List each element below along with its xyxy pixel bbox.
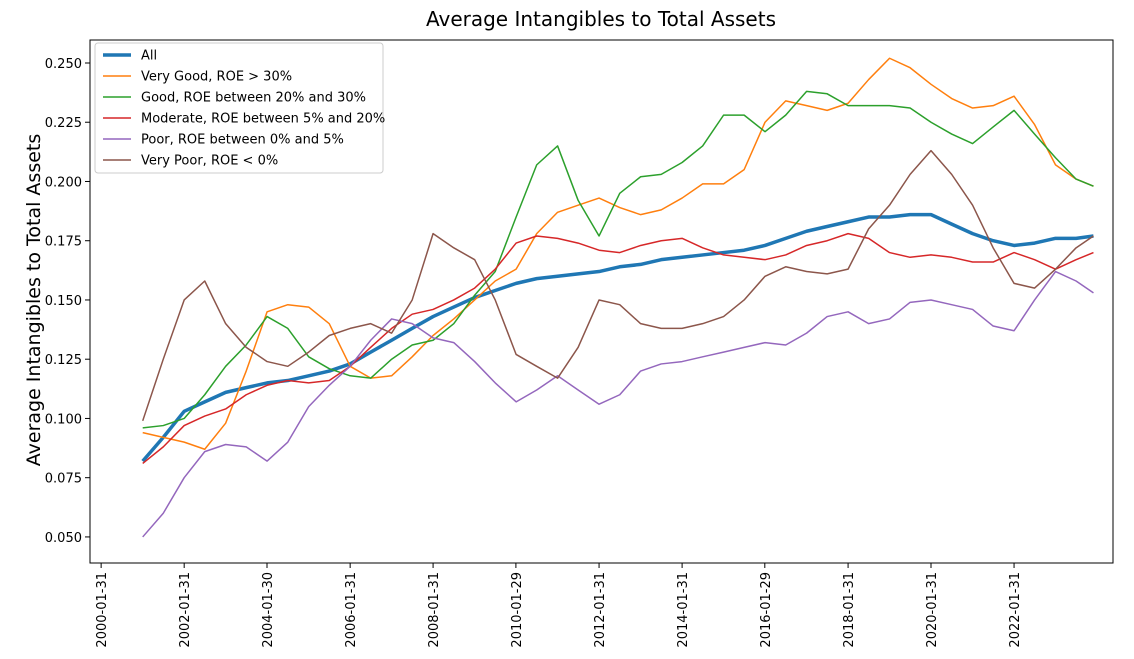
legend: All Very Good, ROE > 30% Good, ROE between… [94,42,385,174]
series-line [142,57,1094,450]
x-tick-label: 2022-01-31 [1008,572,1023,648]
legend-label: Very Good, ROE > 30% [141,70,292,85]
chart-title: Average Intangibles to Total Assets [426,7,776,31]
legend-label: Good, ROE between 20% and 30% [141,91,366,106]
y-tick-label: 0.100 [45,412,82,427]
series-line [142,232,1094,465]
y-axis-label: Average Intangibles to Total Assets [23,134,45,467]
legend-label: Poor, ROE between 0% and 5% [141,133,344,148]
series-line [141,149,1094,422]
y-tick-label: 0.200 [45,175,82,190]
x-tick-label: 2018-01-31 [842,572,857,648]
x-tick-label: 2014-01-31 [676,572,691,648]
legend-label: Moderate, ROE between 5% and 20% [141,112,385,127]
y-tick-label: 0.150 [45,294,82,309]
legend-label: All [141,49,157,64]
x-tick-label: 2012-01-31 [593,572,608,648]
x-tick-label: 2004-01-30 [261,572,276,648]
y-tick-label: 0.125 [45,353,82,368]
x-tick-label: 2006-01-31 [344,572,359,648]
plot-frame [89,39,1114,564]
x-tick-label: 2008-01-31 [427,572,442,648]
series-line [142,270,1094,538]
x-tick-label: 2020-01-31 [925,572,940,648]
y-tick-label: 0.175 [45,235,82,250]
y-tick-label: 0.050 [45,531,82,546]
y-tick-label: 0.250 [45,57,82,72]
y-tick-label: 0.075 [45,472,82,487]
x-tick-label: 2002-01-31 [178,572,193,648]
series-line [141,212,1094,463]
series-line [142,90,1094,429]
x-tick-label: 2000-01-31 [95,572,110,648]
x-tick-label: 2010-01-29 [510,572,525,648]
legend-label: Very Poor, ROE < 0% [141,154,278,169]
legend-box [94,42,384,174]
y-tick-label: 0.225 [45,116,82,131]
x-tick-label: 2016-01-29 [759,572,774,648]
